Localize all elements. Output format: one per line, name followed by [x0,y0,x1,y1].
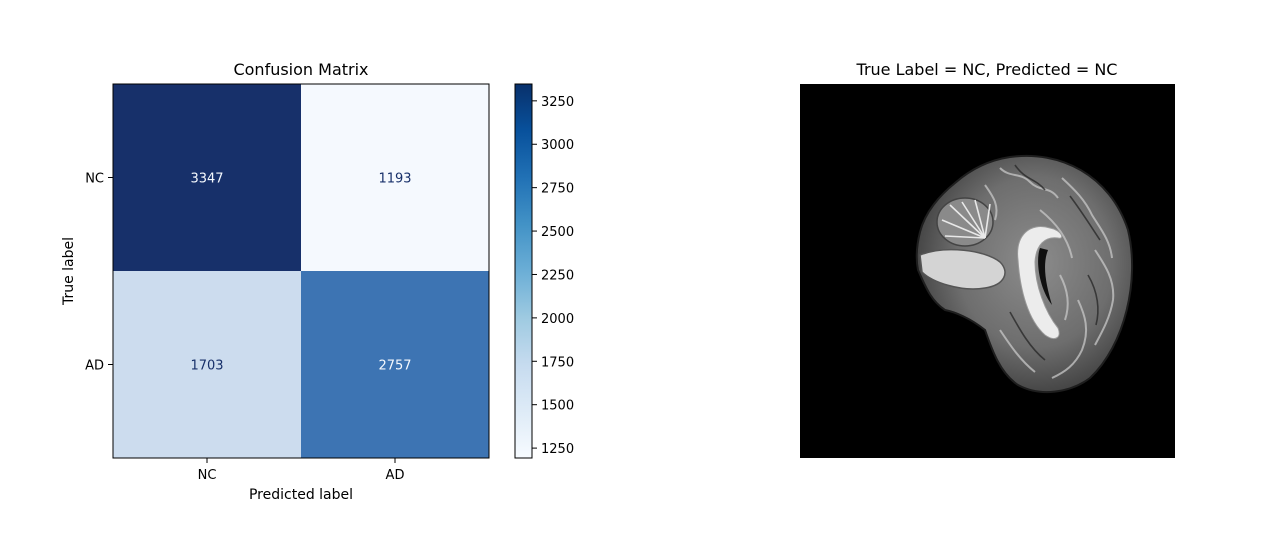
y-tick-label: AD [85,359,104,374]
mri-brain-slice [915,154,1134,393]
heatmap-cell-labels: 3347 1193 1703 2757 [190,172,411,374]
x-tick-label: AD [386,468,405,483]
x-tick-label: NC [198,468,217,483]
plot-frame [112,83,490,459]
colorbar-tick-label: 2250 [541,268,574,283]
cell-value-label: 1703 [190,359,223,374]
heatmap-cells [113,84,489,458]
colorbar-tick-label: 3000 [541,138,574,153]
cell-value-label: 2757 [378,359,411,374]
colorbar-tick-label: 3250 [541,95,574,110]
y-tick-label: NC [85,172,104,187]
image-title: True Label = NC, Predicted = NC [856,60,1118,79]
colorbar-tick-label: 1750 [541,355,574,370]
chart-title: Confusion Matrix [233,60,368,79]
confusion-matrix-panel: Confusion Matrix 3347 1193 1703 2757 NC AD N… [61,60,574,503]
heatmap-cell [301,271,489,458]
colorbar-tick-label: 1250 [541,442,574,457]
heatmap-cell [113,84,301,271]
y-axis-label: True label [61,237,77,306]
y-axis-ticks: NC AD [85,172,113,374]
x-axis-ticks: NC AD [198,458,405,483]
colorbar-tick-label: 2000 [541,312,574,327]
colorbar-tick-label: 1500 [541,399,574,414]
cell-value-label: 3347 [190,172,223,187]
heatmap-cell [301,84,489,271]
colorbar [514,83,533,459]
heatmap-cell [113,271,301,458]
mri-image-panel: True Label = NC, Predicted = NC [800,60,1175,458]
cell-value-label: 1193 [378,172,411,187]
colorbar-tick-label: 2500 [541,225,574,240]
colorbar-tick-label: 2750 [541,182,574,197]
colorbar-ticks: 1250 1500 1750 2000 2250 2500 2750 3000 3250 [532,95,574,457]
x-axis-label: Predicted label [249,487,353,503]
